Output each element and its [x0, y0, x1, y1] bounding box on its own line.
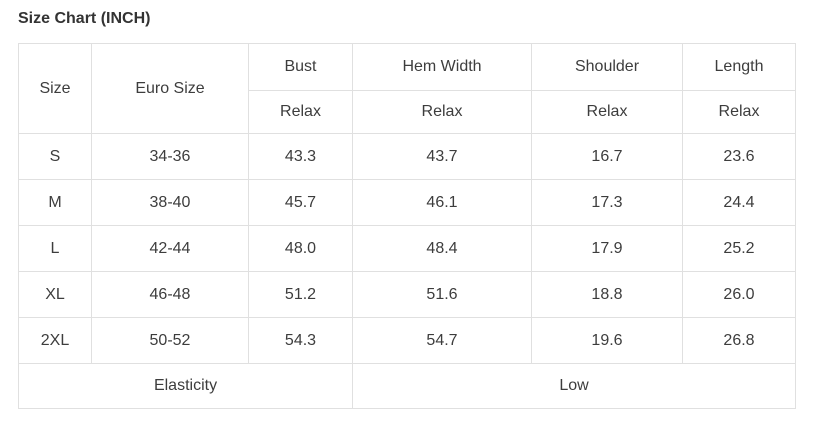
subheader-row: Relax Relax Relax Relax	[19, 90, 796, 134]
euro-size-cell: 42-44	[91, 225, 249, 272]
table-row: S 34-36 43.3 43.7 16.7 23.6	[18, 133, 796, 180]
subheader-relax-length: Relax	[682, 90, 796, 134]
bust-cell: 45.7	[248, 179, 353, 226]
shoulder-cell: 17.3	[531, 179, 683, 226]
hem-width-cell: 48.4	[352, 225, 532, 272]
header-row: Size Euro Size Bust Hem Width Shoulder L…	[18, 43, 796, 134]
hem-width-cell: 46.1	[352, 179, 532, 226]
length-cell: 23.6	[682, 133, 796, 180]
shoulder-cell: 17.9	[531, 225, 683, 272]
table-row: XL 46-48 51.2 51.6 18.8 26.0	[18, 271, 796, 318]
hem-width-cell: 51.6	[352, 271, 532, 318]
table-row: L 42-44 48.0 48.4 17.9 25.2	[18, 225, 796, 272]
col-header-length: Length	[682, 43, 796, 91]
length-cell: 25.2	[682, 225, 796, 272]
hem-width-cell: 54.7	[352, 317, 532, 364]
size-chart-table: Size Euro Size Bust Hem Width Shoulder L…	[18, 43, 796, 409]
subheader-relax-hem-width: Relax	[352, 90, 532, 134]
shoulder-cell: 19.6	[531, 317, 683, 364]
table-row: M 38-40 45.7 46.1 17.3 24.4	[18, 179, 796, 226]
subheader-relax-shoulder: Relax	[531, 90, 683, 134]
table-row: 2XL 50-52 54.3 54.7 19.6 26.8	[18, 317, 796, 364]
length-cell: 26.8	[682, 317, 796, 364]
length-cell: 24.4	[682, 179, 796, 226]
size-cell: 2XL	[18, 317, 92, 364]
euro-size-cell: 34-36	[91, 133, 249, 180]
euro-size-cell: 46-48	[91, 271, 249, 318]
bust-cell: 48.0	[248, 225, 353, 272]
footer-row: Elasticity Low	[18, 363, 796, 409]
length-cell: 26.0	[682, 271, 796, 318]
elasticity-value-cell: Low	[352, 363, 796, 409]
bust-cell: 43.3	[248, 133, 353, 180]
col-header-shoulder: Shoulder	[531, 43, 683, 91]
hem-width-cell: 43.7	[352, 133, 532, 180]
size-cell: S	[18, 133, 92, 180]
col-header-euro-size: Euro Size	[91, 43, 249, 134]
col-header-hem-width: Hem Width	[352, 43, 532, 91]
euro-size-cell: 38-40	[91, 179, 249, 226]
subheader-relax-bust: Relax	[248, 90, 353, 134]
col-header-bust: Bust	[248, 43, 353, 91]
size-cell: XL	[18, 271, 92, 318]
bust-cell: 54.3	[248, 317, 353, 364]
size-cell: L	[18, 225, 92, 272]
shoulder-cell: 16.7	[531, 133, 683, 180]
page-title: Size Chart (INCH)	[18, 10, 151, 27]
bust-cell: 51.2	[248, 271, 353, 318]
elasticity-label-cell: Elasticity	[18, 363, 353, 409]
euro-size-cell: 50-52	[91, 317, 249, 364]
col-header-size: Size	[18, 43, 92, 134]
shoulder-cell: 18.8	[531, 271, 683, 318]
size-cell: M	[18, 179, 92, 226]
